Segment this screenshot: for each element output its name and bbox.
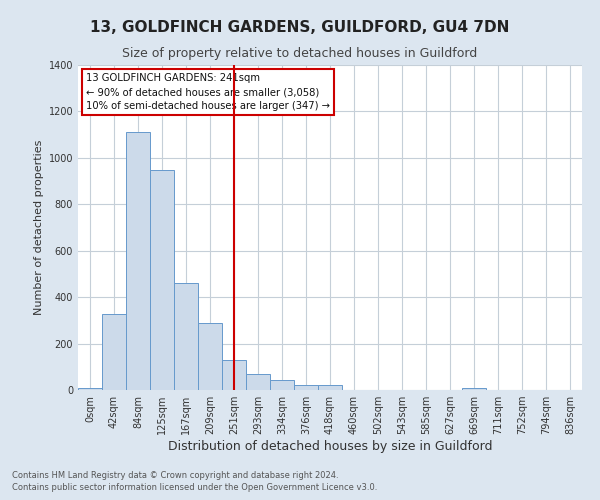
Bar <box>463 388 485 390</box>
Text: Contains HM Land Registry data © Crown copyright and database right 2024.: Contains HM Land Registry data © Crown c… <box>12 471 338 480</box>
Bar <box>271 380 293 390</box>
Text: 13 GOLDFINCH GARDENS: 241sqm
← 90% of detached houses are smaller (3,058)
10% of: 13 GOLDFINCH GARDENS: 241sqm ← 90% of de… <box>86 73 329 111</box>
Bar <box>175 282 197 390</box>
Bar <box>127 132 149 390</box>
Text: Size of property relative to detached houses in Guildford: Size of property relative to detached ho… <box>122 48 478 60</box>
Bar <box>151 170 173 390</box>
Bar <box>103 314 125 390</box>
Y-axis label: Number of detached properties: Number of detached properties <box>34 140 44 315</box>
Bar <box>295 386 317 390</box>
X-axis label: Distribution of detached houses by size in Guildford: Distribution of detached houses by size … <box>168 440 492 453</box>
Bar <box>247 374 269 390</box>
Bar <box>199 323 221 390</box>
Text: Contains public sector information licensed under the Open Government Licence v3: Contains public sector information licen… <box>12 484 377 492</box>
Bar <box>223 360 245 390</box>
Bar <box>79 388 101 390</box>
Text: 13, GOLDFINCH GARDENS, GUILDFORD, GU4 7DN: 13, GOLDFINCH GARDENS, GUILDFORD, GU4 7D… <box>91 20 509 35</box>
Bar <box>319 386 341 390</box>
